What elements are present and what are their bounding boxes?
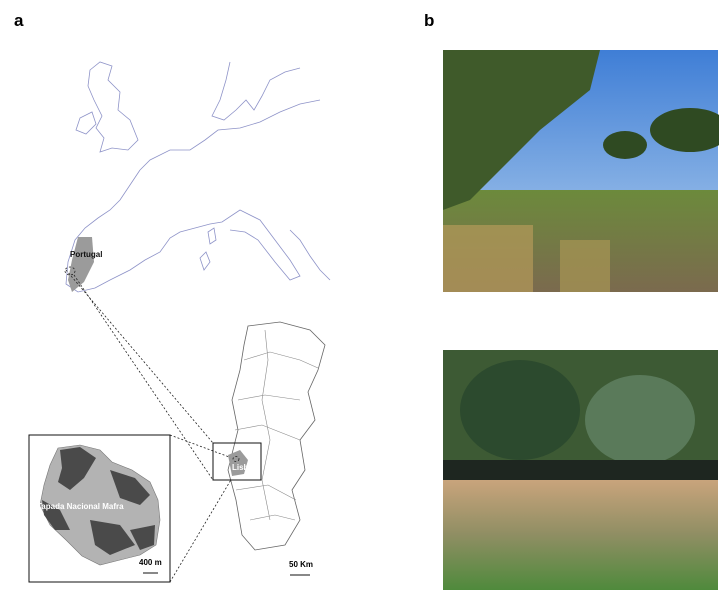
- marsh: [443, 480, 718, 590]
- zoom-line: [170, 435, 232, 458]
- tree-canopy: [585, 375, 695, 465]
- scale-label: 50 Km: [289, 560, 313, 569]
- coastline: [66, 170, 300, 292]
- coastline: [290, 230, 330, 280]
- coastline: [200, 228, 216, 270]
- tree-canopy: [603, 131, 647, 159]
- zoom-line: [170, 468, 238, 582]
- photo-bottom: [443, 350, 718, 590]
- panel-label: a: [14, 11, 24, 30]
- europe-map: Portugal: [65, 62, 330, 292]
- scale-label: 400 m: [139, 558, 162, 567]
- coastline: [88, 62, 138, 152]
- country-outline: [228, 322, 325, 550]
- photo-top: [443, 50, 719, 292]
- coastline: [140, 100, 320, 170]
- country-label: Portugal: [70, 250, 102, 259]
- grass: [443, 225, 533, 292]
- tree-canopy: [460, 360, 580, 460]
- grass: [560, 240, 610, 292]
- portugal-map: Lisbon 50 Km: [213, 322, 325, 575]
- coastline: [76, 112, 96, 134]
- shadow: [443, 460, 718, 482]
- panel-label: b: [424, 11, 434, 30]
- city-label: Lisbon: [232, 463, 258, 472]
- portugal-shape: [68, 237, 94, 292]
- coastline: [212, 62, 300, 120]
- inset-map: Tapada Nacional Mafra 400 m: [29, 435, 170, 582]
- figure: a b Portugal Lisbon 50 Km Tapada Naciona…: [0, 0, 719, 590]
- inset-label: Tapada Nacional Mafra: [37, 502, 124, 511]
